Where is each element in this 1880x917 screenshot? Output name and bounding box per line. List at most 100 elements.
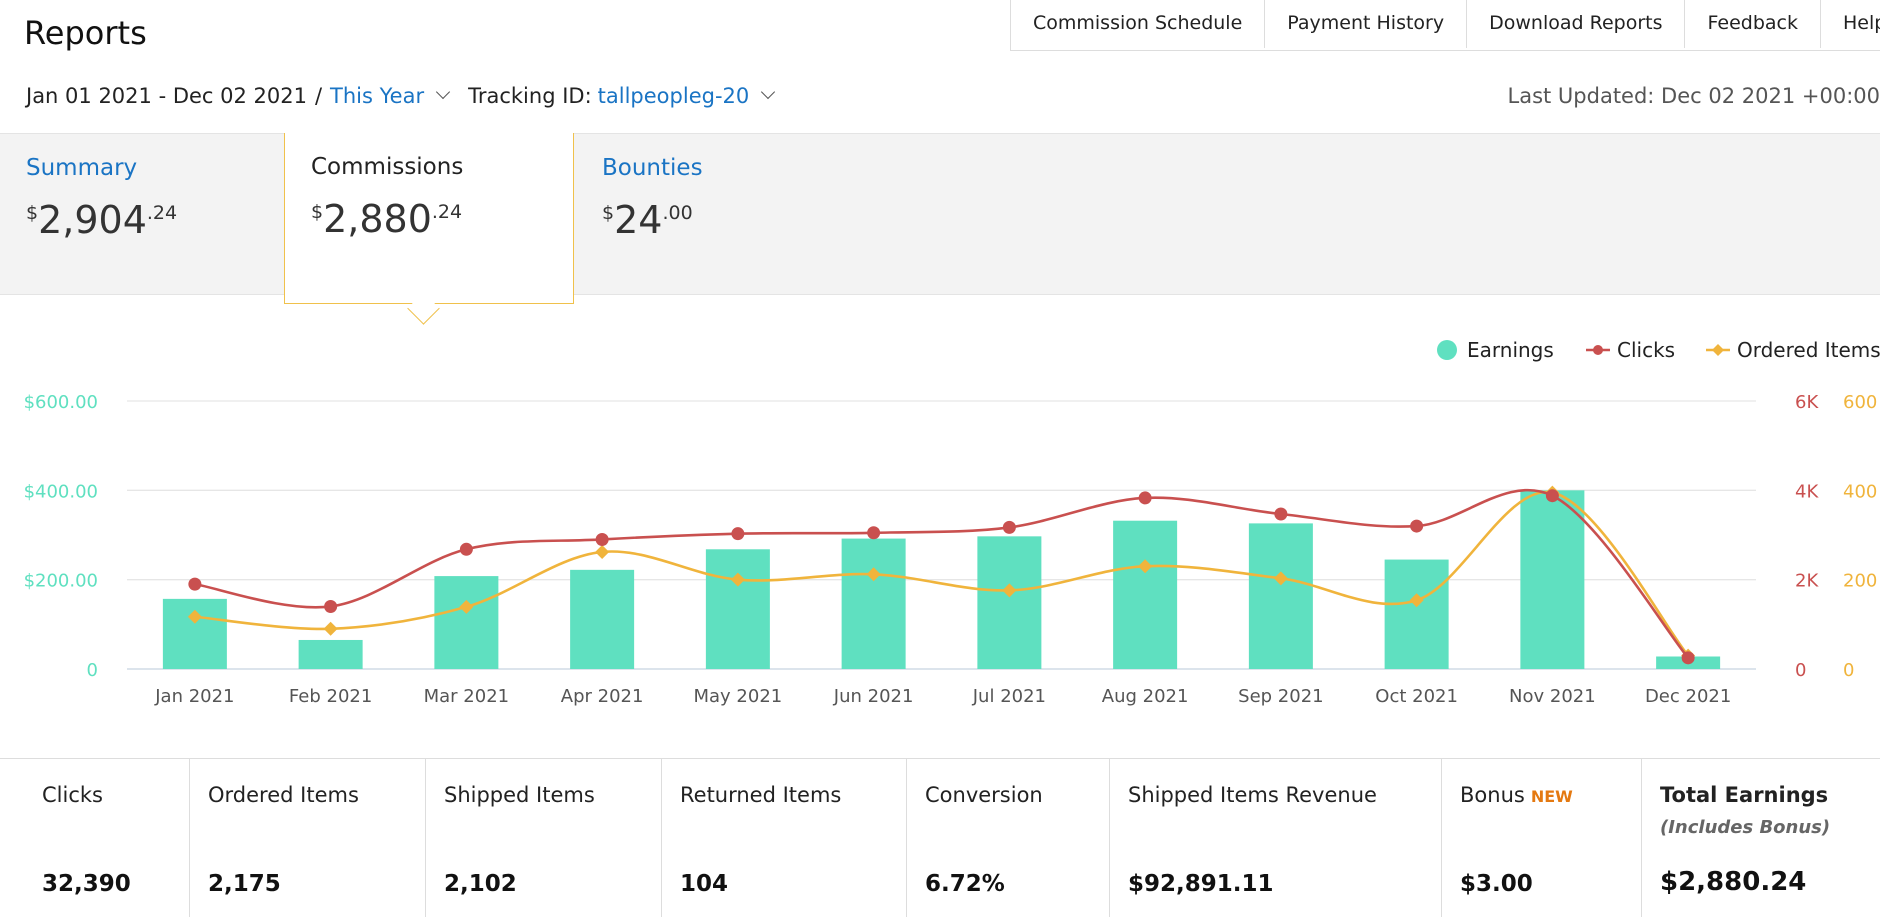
last-updated: Last Updated: Dec 02 2021 +00:00 — [1508, 84, 1880, 108]
left-axis-tick: 0 — [87, 660, 98, 681]
clicks-point — [1139, 491, 1152, 504]
tracking-label: Tracking ID: — [468, 84, 592, 108]
earnings-chart: 0$200.00$400.00$600.0002K4K6K0200400600J… — [0, 330, 1880, 720]
amount-cents: .00 — [662, 202, 692, 224]
nav-help[interactable]: Help — [1821, 0, 1880, 48]
period-dropdown[interactable]: This Year — [330, 84, 424, 108]
stat-label: Bonus NEW — [1460, 783, 1573, 807]
stat-label: Shipped Items — [444, 783, 595, 807]
tab-amount: $2,880.24 — [311, 197, 462, 241]
left-axis-tick: $600.00 — [24, 392, 98, 413]
tab-label: Commissions — [311, 154, 463, 180]
earnings-bar — [1520, 490, 1584, 669]
ordered-items-point — [324, 622, 338, 636]
tab-commissions[interactable]: Commissions $2,880.24 — [284, 133, 574, 304]
date-range: Jan 01 2021 - Dec 02 2021 — [26, 84, 307, 108]
earnings-bar — [977, 536, 1041, 669]
x-axis-tick: Apr 2021 — [561, 686, 644, 707]
earnings-bar — [1113, 521, 1177, 669]
top-nav: Commission Schedule Payment History Down… — [1010, 0, 1880, 51]
stat-ordered-items: Ordered Items 2,175 — [190, 759, 426, 917]
stat-label: Ordered Items — [208, 783, 359, 807]
right-axis-clicks-tick: 2K — [1795, 571, 1819, 592]
clicks-line — [195, 490, 1688, 658]
stat-value: 104 — [680, 871, 728, 897]
chevron-down-icon[interactable] — [761, 85, 775, 99]
right-axis-ordered-tick: 200 — [1843, 571, 1877, 592]
tab-amount: $24.00 — [602, 198, 693, 242]
stat-label: Shipped Items Revenue — [1128, 783, 1377, 807]
earnings-bar — [706, 549, 770, 669]
clicks-point — [1682, 651, 1695, 664]
clicks-point — [1546, 489, 1559, 502]
amount-cents: .24 — [432, 201, 462, 223]
new-badge: NEW — [1531, 787, 1573, 806]
x-axis-tick: Feb 2021 — [289, 686, 372, 707]
right-axis-ordered-tick: 0 — [1843, 660, 1854, 681]
clicks-point — [324, 600, 337, 613]
tab-summary[interactable]: Summary $2,904.24 — [0, 134, 288, 294]
tracking-id-dropdown[interactable]: tallpeopleg-20 — [598, 84, 750, 108]
clicks-point — [1274, 508, 1287, 521]
x-axis-tick: Nov 2021 — [1509, 686, 1596, 707]
tab-label: Summary — [26, 155, 137, 181]
date-separator: / — [315, 84, 322, 108]
clicks-point — [460, 543, 473, 556]
stat-label: Conversion — [925, 783, 1043, 807]
clicks-point — [1003, 521, 1016, 534]
stat-value: 2,175 — [208, 871, 281, 897]
clicks-point — [731, 527, 744, 540]
x-axis-tick: Aug 2021 — [1102, 686, 1189, 707]
x-axis-tick: Jan 2021 — [154, 686, 234, 707]
earnings-bar — [299, 640, 363, 669]
clicks-point — [1410, 520, 1423, 533]
ordered-items-point — [595, 545, 609, 559]
currency-symbol: $ — [311, 201, 323, 223]
stat-label: Returned Items — [680, 783, 841, 807]
x-axis-tick: Oct 2021 — [1375, 686, 1458, 707]
right-axis-clicks-tick: 4K — [1795, 481, 1819, 502]
x-axis-tick: Jun 2021 — [833, 686, 914, 707]
stat-value: 6.72% — [925, 871, 1005, 897]
earnings-bar — [1249, 523, 1313, 669]
x-axis-tick: Sep 2021 — [1238, 686, 1323, 707]
currency-symbol: $ — [602, 202, 614, 224]
nav-payment-history[interactable]: Payment History — [1265, 0, 1467, 48]
tab-bounties[interactable]: Bounties $24.00 — [576, 134, 864, 294]
amount-whole: 2,880 — [323, 197, 432, 241]
nav-feedback[interactable]: Feedback — [1685, 0, 1820, 48]
left-axis-tick: $200.00 — [24, 571, 98, 592]
earnings-bar — [570, 570, 634, 669]
stat-label: Total Earnings — [1660, 783, 1828, 807]
stat-value: $3.00 — [1460, 871, 1533, 897]
stat-shipped-items: Shipped Items 2,102 — [426, 759, 662, 917]
stat-returned-items: Returned Items 104 — [662, 759, 907, 917]
currency-symbol: $ — [26, 202, 38, 224]
stat-total-earnings: Total Earnings (Includes Bonus) $2,880.2… — [1642, 759, 1880, 917]
amount-whole: 24 — [614, 198, 662, 242]
stat-conversion: Conversion 6.72% — [907, 759, 1110, 917]
earnings-bar — [163, 599, 227, 669]
x-axis-tick: Mar 2021 — [424, 686, 510, 707]
right-axis-clicks-tick: 0 — [1795, 660, 1806, 681]
amount-cents: .24 — [147, 202, 177, 224]
earnings-bar — [1385, 560, 1449, 669]
ordered-items-line — [195, 492, 1688, 656]
clicks-point — [867, 526, 880, 539]
nav-download-reports[interactable]: Download Reports — [1467, 0, 1685, 48]
summary-strip: Summary $2,904.24 Commissions $2,880.24 … — [0, 133, 1880, 295]
tab-label: Bounties — [602, 155, 703, 181]
x-axis-tick: Dec 2021 — [1645, 686, 1731, 707]
tab-amount: $2,904.24 — [26, 198, 177, 242]
x-axis-tick: Jul 2021 — [972, 686, 1046, 707]
x-axis-tick: May 2021 — [694, 686, 783, 707]
earnings-bar — [842, 539, 906, 669]
stat-value: 32,390 — [42, 871, 131, 897]
chevron-down-icon[interactable] — [436, 85, 450, 99]
stat-value: $92,891.11 — [1128, 871, 1274, 897]
stat-label: Clicks — [42, 783, 103, 807]
right-axis-ordered-tick: 400 — [1843, 481, 1877, 502]
amount-whole: 2,904 — [38, 198, 147, 242]
nav-commission-schedule[interactable]: Commission Schedule — [1011, 0, 1265, 48]
bonus-label: Bonus — [1460, 783, 1525, 807]
